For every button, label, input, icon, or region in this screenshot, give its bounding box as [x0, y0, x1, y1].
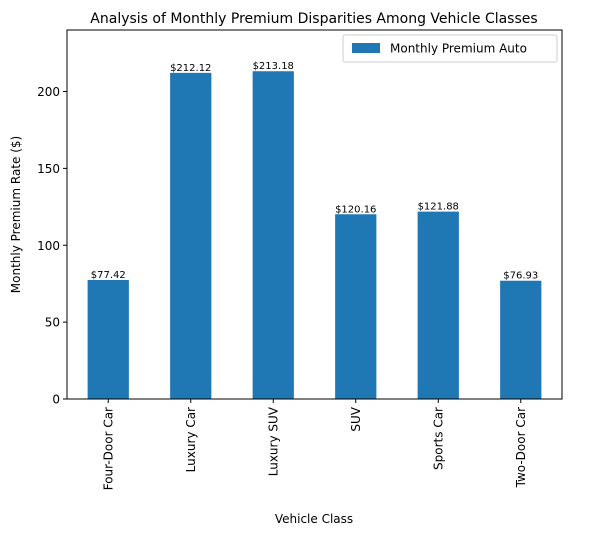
bar	[417, 211, 459, 399]
bar	[252, 71, 294, 399]
x-tick-label: Sports Car	[431, 407, 445, 470]
y-tick-label: 150	[37, 162, 60, 176]
y-tick-label: 200	[37, 85, 60, 99]
x-tick-label: Luxury Car	[184, 407, 198, 472]
x-tick-label: Luxury SUV	[266, 406, 280, 476]
x-tick-label: Four-Door Car	[101, 407, 115, 490]
bar-value-label: $213.18	[253, 61, 294, 72]
bar	[335, 214, 377, 399]
chart-title: Analysis of Monthly Premium Disparities …	[90, 11, 537, 27]
x-tick-label: SUV	[349, 406, 363, 431]
legend-swatch	[352, 43, 380, 53]
bar-value-label: $120.16	[335, 204, 376, 215]
bar-value-label: $76.93	[503, 271, 538, 282]
bar	[500, 280, 542, 399]
bar-value-label: $212.12	[170, 63, 211, 74]
x-tick-label: Two-Door Car	[514, 407, 528, 488]
y-tick-label: 50	[45, 316, 60, 330]
bar	[87, 279, 129, 399]
y-axis-label: Monthly Premium Rate ($)	[9, 136, 23, 293]
y-tick-label: 100	[37, 239, 60, 253]
x-axis-ticks: Four-Door Car Luxury Car Luxury SUV SUV Spor…	[101, 399, 528, 490]
legend-label: Monthly Premium Auto	[390, 42, 527, 56]
x-axis-label: Vehicle Class	[275, 512, 353, 526]
bar	[170, 72, 212, 399]
y-tick-label: 0	[52, 393, 60, 407]
y-axis-ticks: 0 50 100 150 200	[37, 85, 67, 407]
legend-box	[342, 34, 558, 63]
legend: Monthly Premium Auto	[342, 34, 558, 63]
bar-value-labels: $77.42 $212.12 $213.18 $120.16 $121.88 $76.93	[91, 61, 539, 281]
bar-value-label: $121.88	[418, 202, 459, 213]
bar-value-label: $77.42	[91, 270, 126, 281]
plot-frame	[66, 29, 563, 400]
bars	[87, 71, 542, 399]
